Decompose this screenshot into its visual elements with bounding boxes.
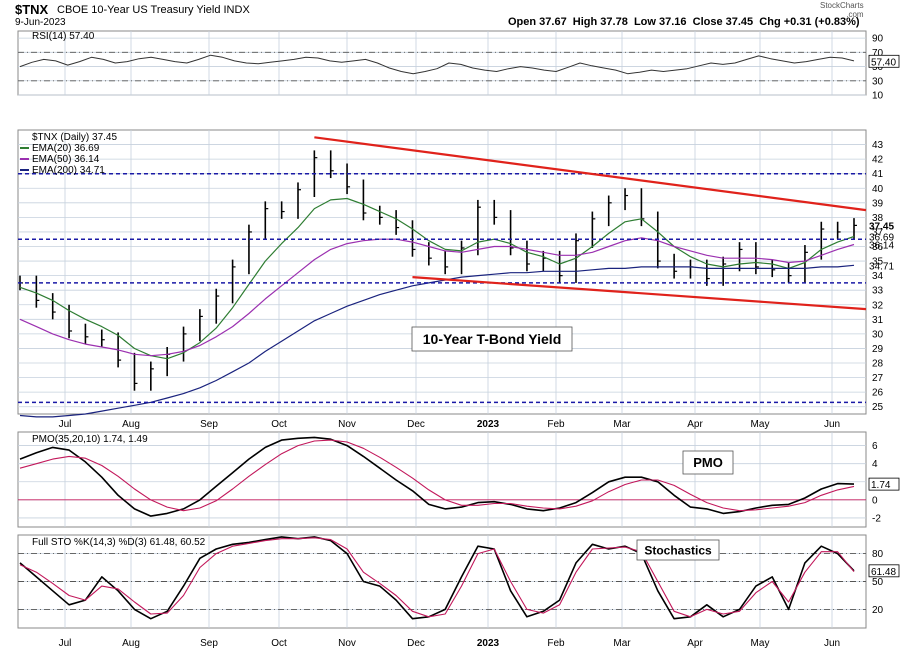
series-line-ema-200- <box>19 264 855 418</box>
y-tick-label: 30 <box>872 329 884 340</box>
x-tick-label: Jul <box>59 419 72 430</box>
y-tick-label: 41 <box>872 169 884 180</box>
x-tick-label: Oct <box>271 419 287 430</box>
pmo-annotation: PMO <box>693 455 723 470</box>
y-tick-label: 6 <box>872 441 878 452</box>
series-line--k <box>19 536 855 620</box>
x-tick-label: Dec <box>407 419 425 430</box>
x-tick-label: Mar <box>613 638 631 649</box>
ema20-legend: EMA(20) 36.69 <box>32 143 100 154</box>
chart-date: 9-Jun-2023 <box>15 17 66 28</box>
y-tick-label: 10 <box>872 91 884 102</box>
y-tick-label: 42 <box>872 155 884 166</box>
series-line-ema-20- <box>19 197 855 360</box>
stoch-legend: Full STO %K(14,3) %D(3) 61.48, 60.52 <box>32 537 206 548</box>
x-tick-label: Nov <box>338 419 356 430</box>
x-tick-label: Feb <box>547 638 565 649</box>
y-tick-label: 37 <box>872 227 884 238</box>
y-tick-label: 40 <box>872 184 884 195</box>
x-tick-label: Oct <box>271 638 287 649</box>
x-tick-label: Dec <box>407 638 425 649</box>
y-tick-label: 80 <box>872 549 884 560</box>
y-tick-label: 4 <box>872 459 878 470</box>
lower-trendline <box>412 276 867 311</box>
y-tick-label: 33 <box>872 286 884 297</box>
x-tick-label: Apr <box>687 419 703 430</box>
pmo-last-value: 1.74 <box>871 480 891 491</box>
stoch-annotation: Stochastics <box>644 543 712 557</box>
rsi-last-value: 57.40 <box>871 57 896 68</box>
ticker-symbol[interactable]: $TNX <box>15 2 49 17</box>
y-tick-label: 36 <box>872 242 884 253</box>
x-tick-label: Jul <box>59 638 72 649</box>
rsi-last-value-frame <box>868 54 900 68</box>
y-tick-label: -2 <box>872 513 881 524</box>
y-tick-label: 28 <box>872 359 884 370</box>
x-tick-label: Sep <box>200 419 218 430</box>
y-tick-label: 43 <box>872 140 884 151</box>
price-last-label-0: 37.45 <box>869 221 894 232</box>
pmo-annotation-box <box>682 450 734 475</box>
stoch-annotation-box <box>636 539 720 561</box>
rsi-legend: RSI(14) 57.40 <box>32 31 95 42</box>
y-tick-label: 70 <box>872 48 884 59</box>
stoch-last-value-frame <box>868 564 900 578</box>
x-tick-label: Jun <box>824 419 840 430</box>
price-last-label-1: 36.69 <box>869 232 894 243</box>
y-tick-label: 35 <box>872 257 884 268</box>
price-legend: $TNX (Daily) 37.45 <box>32 132 117 143</box>
series-line-ema-50- <box>19 237 855 357</box>
x-tick-label: Aug <box>122 419 140 430</box>
y-tick-label: 38 <box>872 213 884 224</box>
x-tick-label: Apr <box>687 638 703 649</box>
y-tick-label: 20 <box>872 605 884 616</box>
ticker-name: CBOE 10-Year US Treasury Yield INDX <box>57 4 250 16</box>
y-tick-label: 32 <box>872 300 884 311</box>
y-tick-label: 27 <box>872 373 884 384</box>
ema200-legend: EMA(200) 34.71 <box>32 165 105 176</box>
y-tick-label: 25 <box>872 402 884 413</box>
y-tick-label: 26 <box>872 388 884 399</box>
quote-summary: Open 37.67 High 37.78 Low 37.16 Close 37… <box>508 16 860 28</box>
pmo-last-value-frame <box>868 477 900 491</box>
y-tick-label: 0 <box>872 495 878 506</box>
price-annotation-box <box>411 326 573 352</box>
price-annotation: 10-Year T-Bond Yield <box>423 331 562 347</box>
x-tick-label: Aug <box>122 638 140 649</box>
stoch-last-value: 61.48 <box>871 567 896 578</box>
y-tick-label: 90 <box>872 34 884 45</box>
y-tick-label: 30 <box>872 76 884 87</box>
chart-header: $TNX CBOE 10-Year US Treasury Yield INDX… <box>0 0 900 30</box>
y-tick-label: 29 <box>872 344 884 355</box>
panel-frame-pmo <box>17 431 867 528</box>
upper-trendline <box>314 136 867 212</box>
y-tick-label: 50 <box>872 577 884 588</box>
x-tick-label: May <box>751 419 770 430</box>
x-tick-label: Sep <box>200 638 218 649</box>
x-tick-label: Mar <box>613 419 631 430</box>
stockcharts-logo: StockCharts .com <box>820 1 864 19</box>
series-line--d <box>19 537 855 618</box>
panel-frame-price <box>17 129 867 415</box>
x-tick-label: 2023 <box>477 419 500 430</box>
y-tick-label: 39 <box>872 198 884 209</box>
x-tick-label: Feb <box>547 419 565 430</box>
x-tick-label: May <box>751 638 770 649</box>
price-last-label-2: 36.14 <box>869 240 894 251</box>
y-tick-label: 31 <box>872 315 884 326</box>
panel-frame-rsi <box>17 30 867 96</box>
x-tick-label: Jun <box>824 638 840 649</box>
x-tick-label: 2023 <box>477 638 500 649</box>
price-last-label-3: 34.71 <box>869 261 894 272</box>
series-line-signal <box>19 439 855 512</box>
series-line-rsi-14- <box>19 54 855 75</box>
x-tick-label: Nov <box>338 638 356 649</box>
y-tick-label: 34 <box>872 271 884 282</box>
pmo-legend: PMO(35,20,10) 1.74, 1.49 <box>32 434 148 445</box>
series-line-pmo <box>19 436 855 517</box>
ema50-legend: EMA(50) 36.14 <box>32 154 100 165</box>
